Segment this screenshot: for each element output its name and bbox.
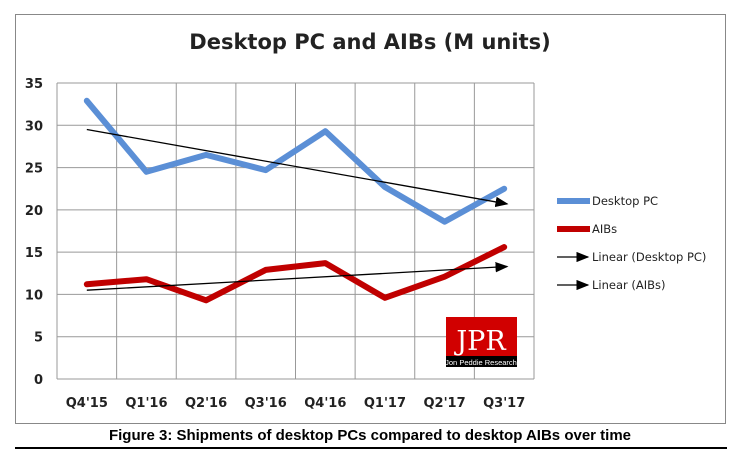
trendline <box>86 261 509 291</box>
x-tick-label: Q1'16 <box>125 396 167 411</box>
jpr-logo-subtitle: Jon Peddie Research <box>445 358 517 367</box>
figure-caption: Figure 3: Shipments of desktop PCs compa… <box>108 427 632 444</box>
y-tick-label: 20 <box>25 204 43 219</box>
series-line-aibs <box>83 244 508 304</box>
legend-label: AIBs <box>592 222 617 236</box>
jpr-logo-text: JPR <box>453 326 506 357</box>
x-tick-label: Q4'16 <box>304 396 346 411</box>
chart-title: Desktop PC and AIBs (M units) <box>189 30 551 54</box>
y-tick-label: 10 <box>25 288 43 303</box>
x-tick-label: Q2'16 <box>185 396 227 411</box>
chart-frame <box>15 14 726 424</box>
legend-label: Desktop PC <box>592 194 658 208</box>
y-tick-label: 0 <box>34 373 43 388</box>
series-line-desktop-pc <box>83 97 508 225</box>
x-tick-label: Q4'15 <box>66 396 108 411</box>
jpr-logo-band <box>446 356 517 367</box>
x-tick-label: Q3'16 <box>245 396 287 411</box>
legend-label: Linear (Desktop PC) <box>592 250 706 264</box>
y-tick-label: 15 <box>25 246 43 261</box>
x-tick-label: Q2'17 <box>423 396 465 411</box>
legend-label: Linear (AIBs) <box>592 278 666 292</box>
caption-rule <box>15 447 727 449</box>
trendline <box>86 128 509 208</box>
x-tick-label: Q3'17 <box>483 396 525 411</box>
y-tick-label: 5 <box>34 331 43 346</box>
y-tick-label: 30 <box>25 119 43 134</box>
y-tick-label: 25 <box>25 162 43 177</box>
y-tick-label: 35 <box>25 77 43 92</box>
x-tick-label: Q1'17 <box>364 396 406 411</box>
